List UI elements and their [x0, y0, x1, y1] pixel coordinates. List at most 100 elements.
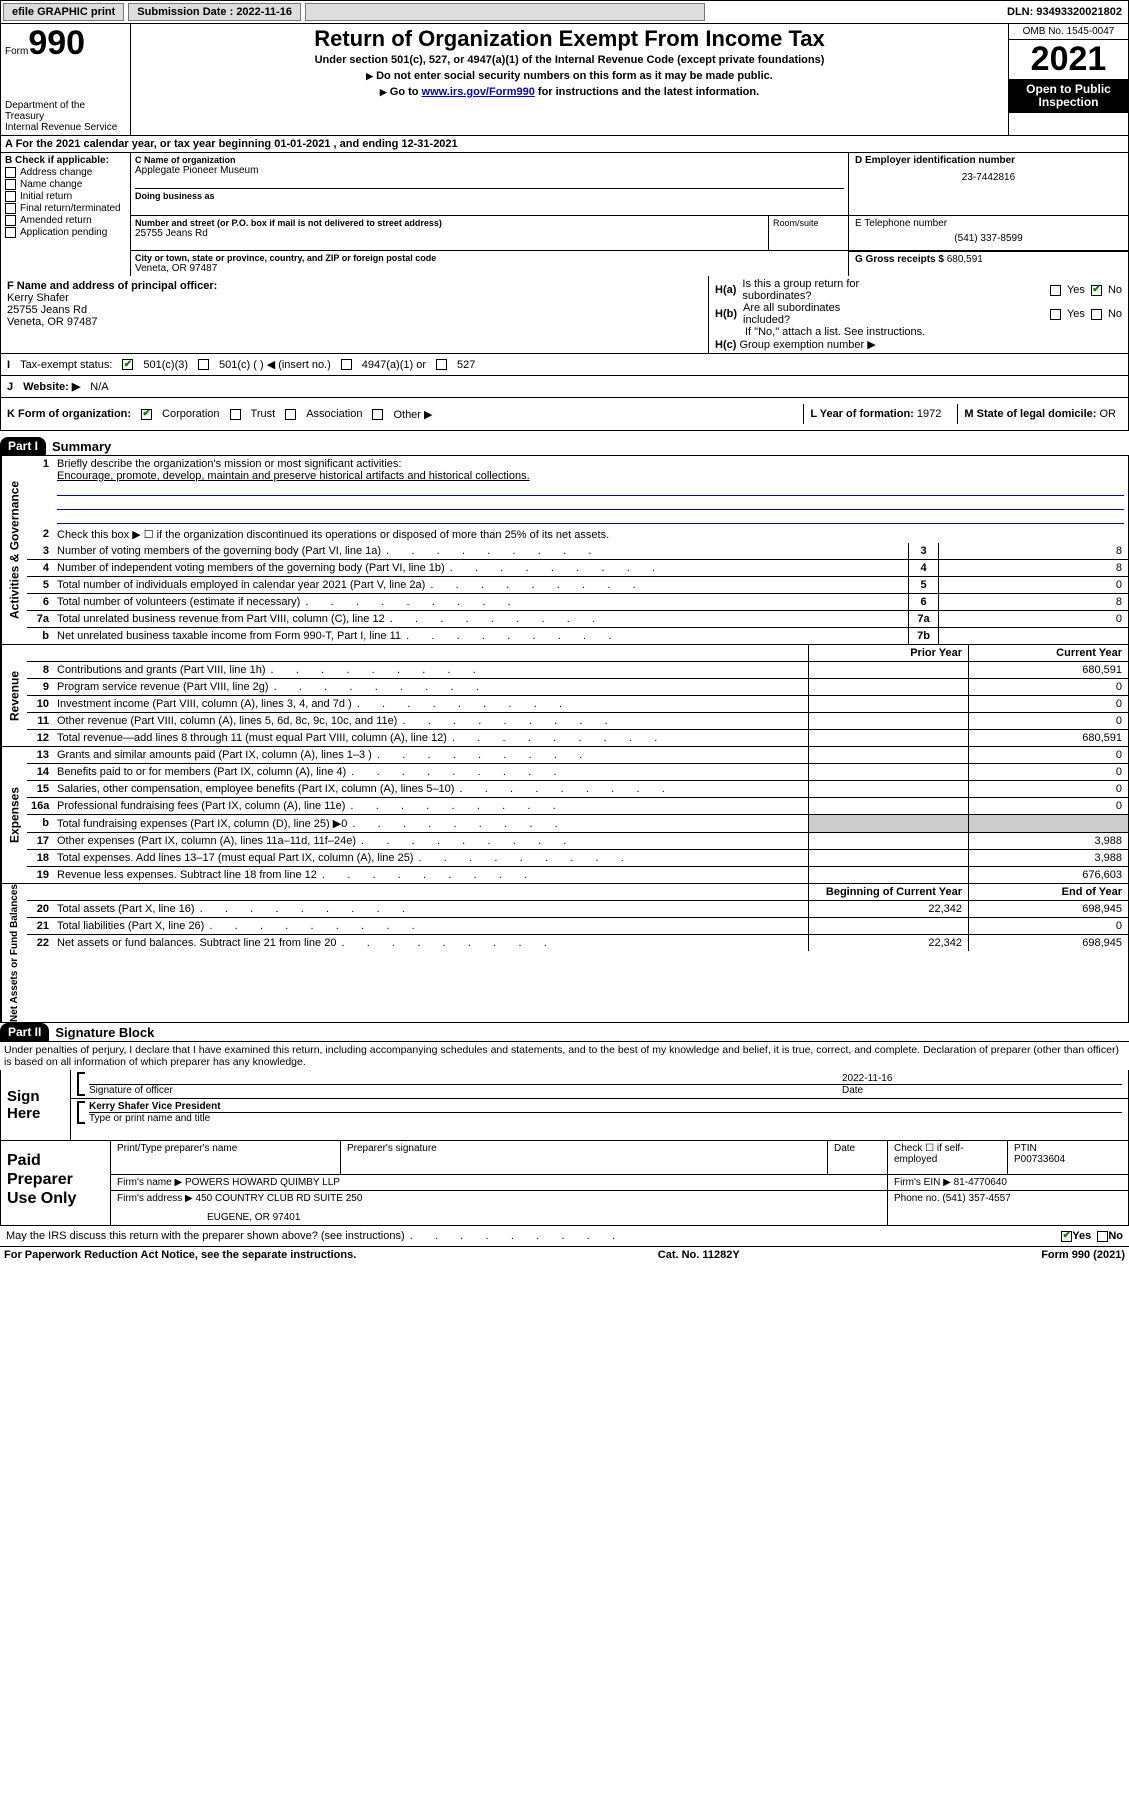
officer-addr2: Veneta, OR 97487: [7, 316, 702, 328]
irs-link[interactable]: www.irs.gov/Form990: [422, 86, 535, 98]
firm-ein: 81-4770640: [954, 1177, 1007, 1188]
line-num: 16a: [27, 798, 53, 814]
assoc-checkbox[interactable]: [285, 409, 296, 420]
prior-value: [808, 918, 968, 934]
self-employed-check[interactable]: Check ☐ if self-employed: [888, 1141, 1008, 1174]
paid-preparer-block: Paid Preparer Use Only Print/Type prepar…: [0, 1141, 1129, 1226]
current-value: 0: [968, 679, 1128, 695]
submission-date-button[interactable]: Submission Date : 2022-11-16: [128, 3, 301, 21]
prior-value: [808, 730, 968, 746]
part1-governance: Activities & Governance 1 Briefly descri…: [0, 455, 1129, 645]
b-checkbox[interactable]: [5, 227, 16, 238]
501c-label: 501(c) ( ) ◀ (insert no.): [219, 358, 331, 371]
blank-button[interactable]: [305, 3, 705, 21]
b-checkbox[interactable]: [5, 167, 16, 178]
line-num: 18: [27, 850, 53, 866]
b-header: B Check if applicable:: [5, 155, 126, 166]
line-2-text: Check this box ▶ ☐ if the organization d…: [53, 526, 1128, 543]
mission-label: Briefly describe the organization's miss…: [57, 458, 401, 470]
addr-label: Number and street (or P.O. box if mail i…: [135, 218, 764, 228]
b-checkbox[interactable]: [5, 179, 16, 190]
line-text: Net assets or fund balances. Subtract li…: [53, 935, 808, 951]
ha-label: H(a): [715, 284, 736, 296]
line-text: Number of independent voting members of …: [53, 560, 908, 576]
cat-number: Cat. No. 11282Y: [658, 1249, 740, 1261]
current-value: 680,591: [968, 662, 1128, 678]
part1-expenses: Expenses 13 Grants and similar amounts p…: [0, 747, 1129, 884]
line-1-num: 1: [27, 456, 53, 526]
hb-yes-checkbox[interactable]: [1050, 309, 1061, 320]
line-text: Number of voting members of the governin…: [53, 543, 908, 559]
org-name: Applegate Pioneer Museum: [135, 165, 844, 176]
501c3-checkbox[interactable]: [122, 359, 133, 370]
ha-yes-checkbox[interactable]: [1050, 285, 1061, 296]
bracket-icon: [77, 1072, 85, 1096]
b-checkbox[interactable]: [5, 191, 16, 202]
line-num: 3: [27, 543, 53, 559]
line-box: 4: [908, 560, 938, 576]
hc-text: Group exemption number ▶: [739, 339, 875, 351]
other-checkbox[interactable]: [372, 409, 383, 420]
4947-checkbox[interactable]: [341, 359, 352, 370]
current-value: 698,945: [968, 901, 1128, 917]
current-value: 3,988: [968, 850, 1128, 866]
b-checkbox[interactable]: [5, 203, 16, 214]
firm-ein-label: Firm's EIN ▶: [894, 1177, 951, 1188]
527-checkbox[interactable]: [436, 359, 447, 370]
line-value: 0: [938, 577, 1128, 593]
footer-form-pre: Form: [1041, 1249, 1072, 1261]
part1-title: Summary: [52, 439, 111, 454]
ptin-value: P00733604: [1014, 1154, 1122, 1165]
current-value: 680,591: [968, 730, 1128, 746]
line-value: 0: [938, 611, 1128, 627]
line-num: 14: [27, 764, 53, 780]
line-box: 7a: [908, 611, 938, 627]
line-text: Other expenses (Part IX, column (A), lin…: [53, 833, 808, 849]
discuss-yes-checkbox[interactable]: [1061, 1231, 1072, 1242]
trust-checkbox[interactable]: [230, 409, 241, 420]
line-num: b: [27, 815, 53, 832]
discuss-yes-label: Yes: [1072, 1230, 1091, 1242]
assoc-label: Association: [306, 408, 362, 420]
sig-date-value: 2022-11-16: [842, 1073, 1122, 1084]
sidebar-governance: Activities & Governance: [1, 456, 27, 644]
ha-no-checkbox[interactable]: [1091, 285, 1102, 296]
ha-yes-label: Yes: [1067, 284, 1085, 296]
col-c-through-g: C Name of organization Applegate Pioneer…: [131, 153, 1128, 276]
k-label: K Form of organization:: [7, 408, 131, 420]
warn1: Do not enter social security numbers on …: [376, 70, 773, 82]
officer-name: Kerry Shafer: [7, 292, 702, 304]
hb-no-checkbox[interactable]: [1091, 309, 1102, 320]
section-f-through-j: F Name and address of principal officer:…: [0, 276, 1129, 431]
ha-no-label: No: [1108, 284, 1122, 296]
ptin-label: PTIN: [1014, 1143, 1122, 1154]
line-num: 20: [27, 901, 53, 917]
current-value: 0: [968, 696, 1128, 712]
triangle-icon: [366, 70, 376, 82]
part1-net-assets: Net Assets or Fund Balances Beginning of…: [0, 884, 1129, 1023]
line-value: [938, 628, 1128, 644]
line-text: Other revenue (Part VIII, column (A), li…: [53, 713, 808, 729]
501c3-label: 501(c)(3): [143, 359, 188, 371]
501c-checkbox[interactable]: [198, 359, 209, 370]
tax-year-begin: 01-01-2021: [274, 138, 330, 150]
line-text: Salaries, other compensation, employee b…: [53, 781, 808, 797]
line-num: 4: [27, 560, 53, 576]
line-num: 8: [27, 662, 53, 678]
efile-print-button[interactable]: efile GRAPHIC print: [3, 3, 124, 21]
current-value: 0: [968, 781, 1128, 797]
hb-yes-label: Yes: [1067, 308, 1085, 320]
current-value: 698,945: [968, 935, 1128, 951]
current-value: 0: [968, 747, 1128, 763]
line-num: 10: [27, 696, 53, 712]
b-checkbox[interactable]: [5, 215, 16, 226]
open-public-badge: Open to Public Inspection: [1009, 79, 1128, 113]
discuss-no-checkbox[interactable]: [1097, 1231, 1108, 1242]
officer-type-label: Type or print name and title: [89, 1112, 1122, 1124]
page-footer: For Paperwork Reduction Act Notice, see …: [0, 1247, 1129, 1263]
prior-value: [808, 764, 968, 780]
row-a-tax-year: A For the 2021 calendar year, or tax yea…: [0, 136, 1129, 153]
triangle-icon: [380, 86, 390, 98]
line-text: Grants and similar amounts paid (Part IX…: [53, 747, 808, 763]
corp-checkbox[interactable]: [141, 409, 152, 420]
